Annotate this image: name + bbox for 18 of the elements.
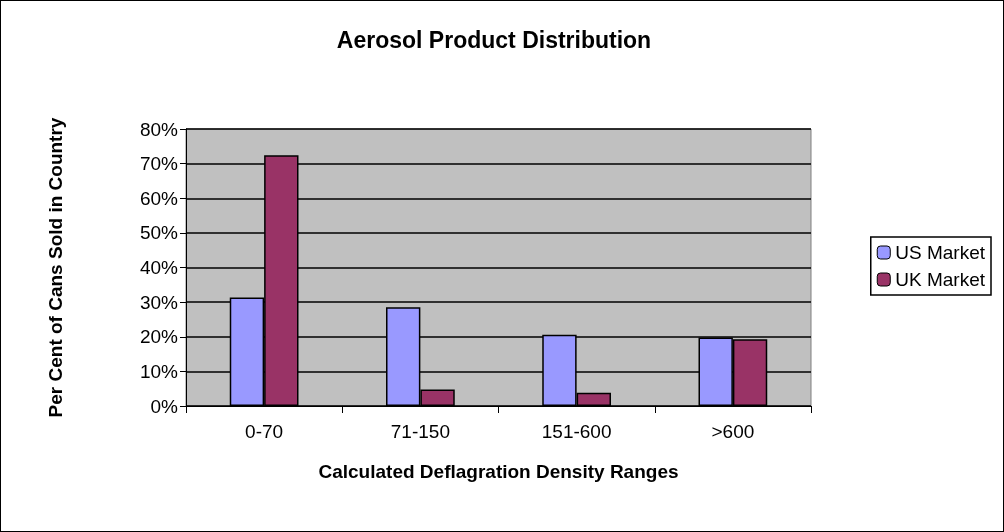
y-tick-label: 70%: [139, 153, 179, 175]
x-axis-title: Calculated Deflagration Density Ranges: [318, 461, 679, 482]
legend-label: UK Market: [895, 269, 986, 290]
y-tick-label: 0%: [150, 395, 179, 417]
chart-title: Aerosol Product Distribution: [336, 26, 652, 53]
x-tick-label: 151-600: [541, 421, 612, 442]
y-tick-label: 30%: [139, 291, 179, 313]
x-tick-label: 71-150: [390, 421, 450, 442]
y-tick-label: 20%: [139, 326, 179, 348]
legend-label: US Market: [895, 242, 986, 263]
y-tick-label: 40%: [139, 257, 179, 278]
y-tick-label: 10%: [139, 360, 179, 382]
y-tick-label: 60%: [139, 187, 179, 209]
x-tick-label: 0-70: [245, 421, 284, 442]
y-tick-label: 80%: [139, 118, 179, 140]
y-axis-title: Per Cent of Cans Sold in Country: [44, 117, 66, 418]
y-tick-label: 50%: [139, 222, 179, 244]
x-tick-label: >600: [711, 421, 755, 442]
